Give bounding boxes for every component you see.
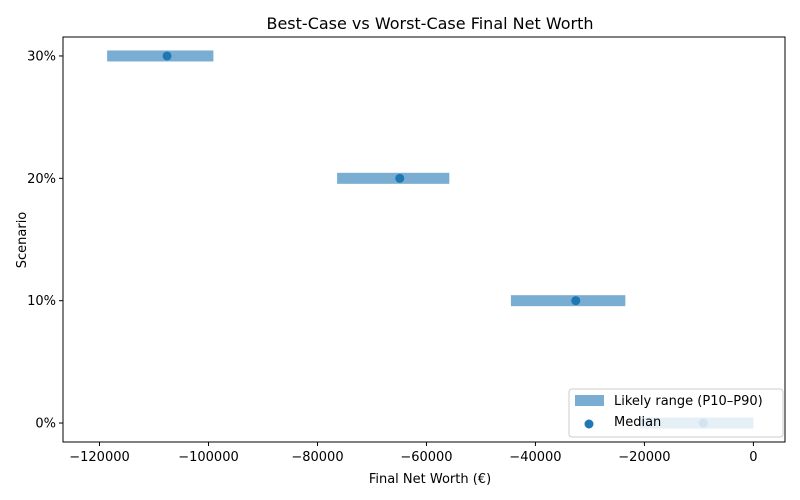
y-tick-label: 20% — [27, 172, 56, 187]
chart-title: Best-Case vs Worst-Case Final Net Worth — [266, 14, 593, 33]
median-point-20% — [395, 173, 405, 183]
median-point-30% — [162, 51, 172, 61]
y-tick-label: 30% — [27, 49, 56, 64]
median-point-10% — [571, 296, 581, 306]
range-bar-30% — [107, 50, 214, 62]
x-tick-label: −60000 — [400, 450, 452, 465]
legend-range-swatch — [575, 395, 604, 406]
x-tick-label: −120000 — [69, 450, 130, 465]
x-tick-label: −20000 — [618, 450, 670, 465]
axes-frame — [62, 36, 786, 443]
y-axis-label: Scenario — [15, 212, 30, 269]
x-axis-label: Final Net Worth (€) — [369, 472, 491, 487]
legend-median-label: Median — [614, 415, 661, 430]
legend-median-marker — [584, 419, 594, 429]
x-tick-label: −40000 — [509, 450, 561, 465]
x-tick-label: −100000 — [178, 450, 239, 465]
range-bar-10% — [510, 295, 626, 307]
legend-range-label: Likely range (P10–P90) — [614, 394, 763, 409]
x-tick-label: 0 — [749, 450, 757, 465]
legend: Likely range (P10–P90) Median — [568, 388, 784, 438]
range-bar-20% — [337, 172, 450, 184]
x-tick-label: −80000 — [291, 450, 343, 465]
plot-area: 0% 10% 20% 30% −120000 −100000 −80000 −60000 −40… — [27, 36, 786, 465]
y-tick-label: 0% — [35, 417, 56, 432]
y-tick-label: 10% — [27, 294, 56, 309]
